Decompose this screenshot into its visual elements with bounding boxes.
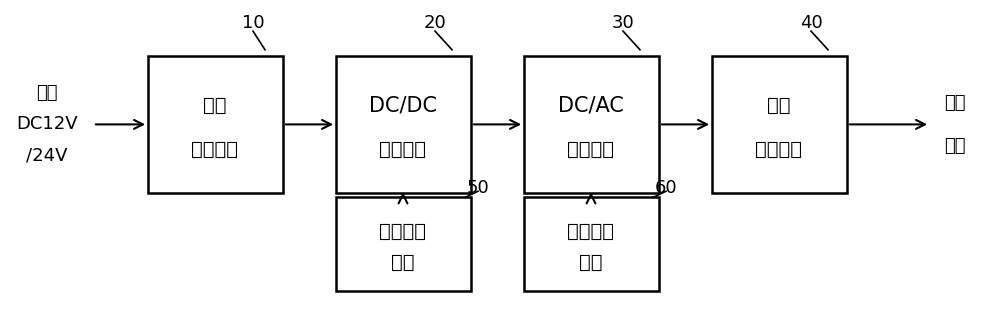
Text: 50: 50	[467, 179, 489, 197]
Bar	[336, 197, 471, 291]
Text: 直流: 直流	[36, 84, 58, 102]
Bar	[712, 56, 846, 193]
Text: 60: 60	[655, 179, 677, 197]
Text: DC/AC: DC/AC	[558, 96, 624, 116]
Text: 交流: 交流	[767, 96, 791, 115]
Text: 电路: 电路	[391, 253, 415, 272]
Text: 40: 40	[800, 14, 822, 32]
Text: 升压电路: 升压电路	[380, 140, 426, 159]
Text: 20: 20	[424, 14, 446, 32]
Text: 逆变控制: 逆变控制	[568, 222, 614, 241]
Text: 电路: 电路	[579, 253, 603, 272]
Text: DC/DC: DC/DC	[369, 96, 437, 116]
Text: 30: 30	[612, 14, 634, 32]
Text: /24V: /24V	[26, 146, 68, 165]
Text: 滤波电路: 滤波电路	[756, 140, 802, 159]
Bar	[148, 56, 283, 193]
Text: DC12V: DC12V	[16, 115, 78, 133]
Text: 直流: 直流	[203, 96, 227, 115]
Text: 输出: 输出	[944, 137, 966, 155]
Text: 逆变电路: 逆变电路	[568, 140, 614, 159]
Text: 滤波电路: 滤波电路	[192, 140, 239, 159]
Bar	[336, 56, 471, 193]
Text: 10: 10	[242, 14, 264, 32]
Text: 升压控制: 升压控制	[380, 222, 426, 241]
Bar	[524, 56, 658, 193]
Bar	[524, 197, 658, 291]
Text: 交流: 交流	[944, 94, 966, 112]
